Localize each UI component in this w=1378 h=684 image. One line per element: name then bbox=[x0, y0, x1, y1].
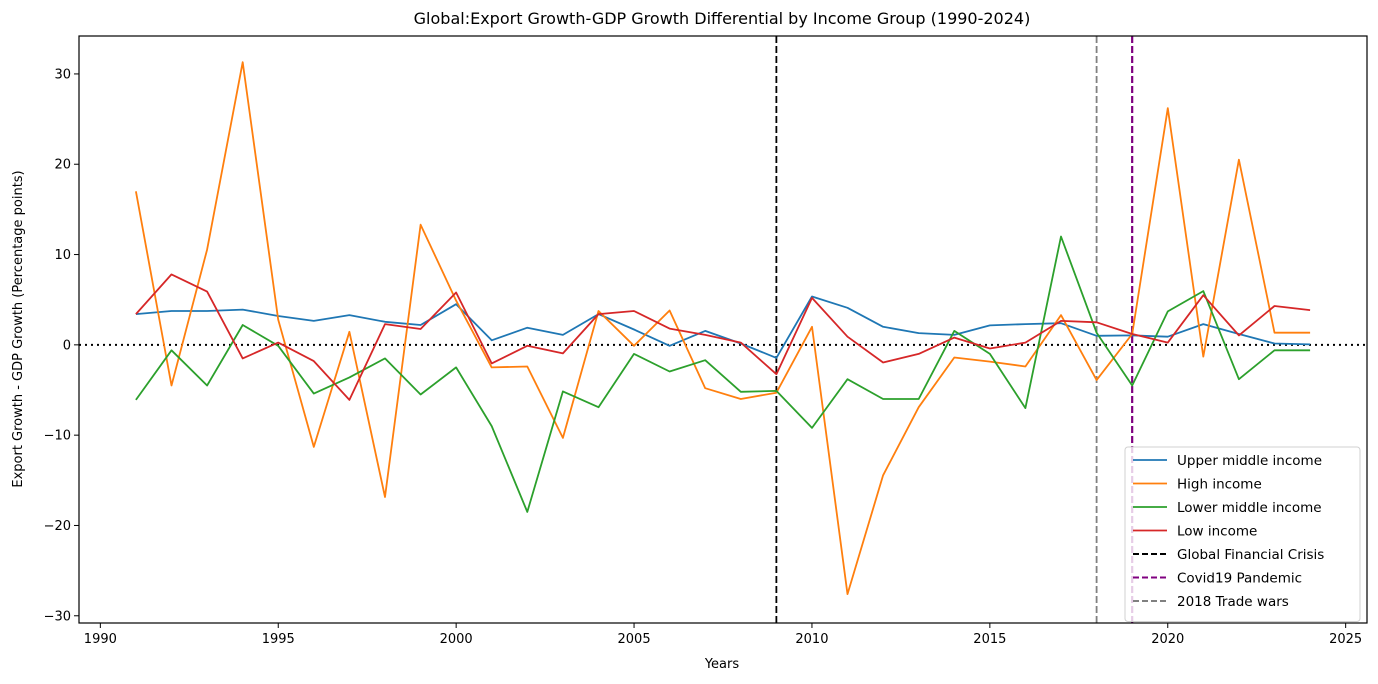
x-tick-label: 1995 bbox=[262, 632, 295, 647]
legend-item-2018-trade-wars: 2018 Trade wars bbox=[1133, 594, 1289, 610]
series-lines bbox=[135, 61, 1311, 595]
x-tick-label: 2000 bbox=[440, 632, 473, 647]
y-tick-label: −30 bbox=[44, 609, 71, 624]
x-axis: 1990 1995 2000 2005 2010 2015 2020 2025 bbox=[84, 623, 1362, 647]
x-tick-label: 2025 bbox=[1329, 632, 1362, 647]
legend: Upper middle income High income Lower midd… bbox=[1124, 446, 1361, 622]
x-axis-label: Years bbox=[704, 657, 740, 672]
x-tick-label: 2010 bbox=[795, 632, 828, 647]
legend-label: High income bbox=[1177, 477, 1262, 493]
y-tick-label: 20 bbox=[54, 158, 71, 173]
legend-item-lower-middle-income: Lower middle income bbox=[1133, 500, 1322, 516]
series-line-lower-middle-income bbox=[135, 235, 1311, 513]
plot-area: 1990 1995 2000 2005 2010 2015 2020 2025 −30−20−… bbox=[44, 35, 1368, 647]
legend-label: Upper middle income bbox=[1177, 453, 1322, 469]
series-low-income bbox=[135, 273, 1311, 401]
y-axis: −30 −20 −10 0 10 20 30 bbox=[44, 67, 79, 624]
y-axis-label: Export Growth - GDP Growth (Percentage p… bbox=[11, 170, 26, 487]
legend-item-covid19-pandemic: Covid19 Pandemic bbox=[1133, 571, 1302, 587]
legend-item-upper-middle-income: Upper middle income bbox=[1133, 453, 1322, 469]
legend-label: Global Financial Crisis bbox=[1177, 547, 1324, 563]
x-tick-label: 2005 bbox=[618, 632, 651, 647]
legend-box bbox=[1124, 446, 1361, 622]
y-tick-label: 30 bbox=[54, 67, 71, 82]
legend-item-global-financial-crisis: Global Financial Crisis bbox=[1133, 547, 1324, 563]
y-tick-label: −20 bbox=[44, 519, 71, 534]
series-line-low-income bbox=[135, 273, 1311, 401]
legend-item-low-income: Low income bbox=[1133, 524, 1257, 540]
legend-label: Lower middle income bbox=[1177, 500, 1322, 516]
x-tick-label: 1990 bbox=[84, 632, 117, 647]
legend-label: 2018 Trade wars bbox=[1177, 594, 1289, 610]
axes-frame bbox=[78, 35, 1368, 624]
x-tick-label: 2015 bbox=[973, 632, 1006, 647]
legend-item-high-income: High income bbox=[1133, 477, 1262, 493]
series-high-income bbox=[135, 61, 1311, 595]
series-line-high-income bbox=[135, 61, 1311, 595]
chart-title: Global:Export Growth-GDP Growth Differen… bbox=[414, 9, 1031, 28]
series-line-upper-middle-income bbox=[135, 295, 1311, 359]
legend-label: Low income bbox=[1177, 524, 1257, 540]
x-tick-label: 2020 bbox=[1151, 632, 1184, 647]
y-tick-label: −10 bbox=[44, 429, 71, 444]
series-upper-middle-income bbox=[135, 295, 1311, 359]
y-tick-label: 10 bbox=[54, 248, 71, 263]
y-tick-label: 0 bbox=[63, 338, 71, 353]
legend-label: Covid19 Pandemic bbox=[1177, 571, 1302, 587]
series-lower-middle-income bbox=[135, 235, 1311, 513]
